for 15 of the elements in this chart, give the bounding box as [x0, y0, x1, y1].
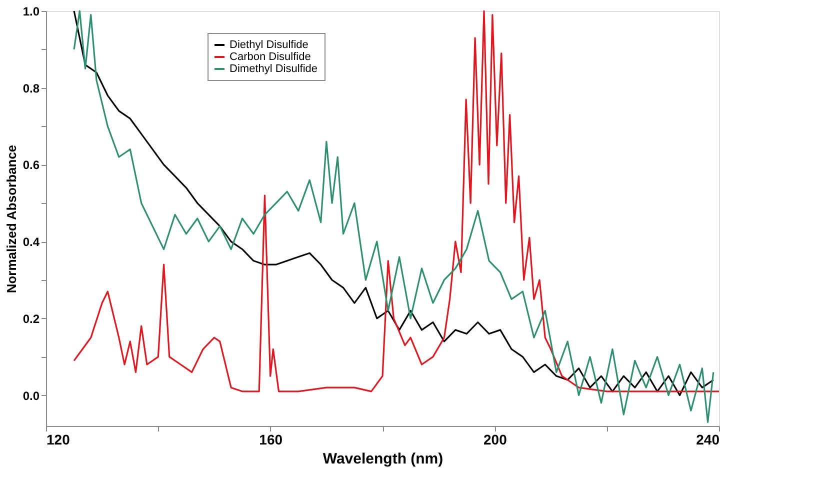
x-tick-label: 160: [259, 432, 283, 448]
y-tick-label: 0.2: [22, 312, 40, 326]
x-tick-label: 120: [46, 432, 70, 448]
x-tick-label: 240: [696, 432, 720, 448]
y-tick-label: 0.8: [22, 81, 40, 96]
y-tick-label: 0.6: [22, 158, 40, 172]
y-axis-title: Normalized Absorbance: [4, 144, 19, 294]
y-tick-label: 0.4: [22, 235, 40, 250]
y-tick-label: 0.0: [22, 388, 40, 403]
legend-label: Carbon Disulfide: [230, 51, 311, 63]
x-tick-label: 200: [483, 432, 508, 448]
y-tick-label: 1.0: [22, 4, 40, 18]
x-axis-title: Wavelength (nm): [322, 450, 444, 468]
legend-label: Diethyl Disulfide: [230, 39, 308, 51]
legend-label: Dimethyl Disulfide: [230, 63, 318, 75]
